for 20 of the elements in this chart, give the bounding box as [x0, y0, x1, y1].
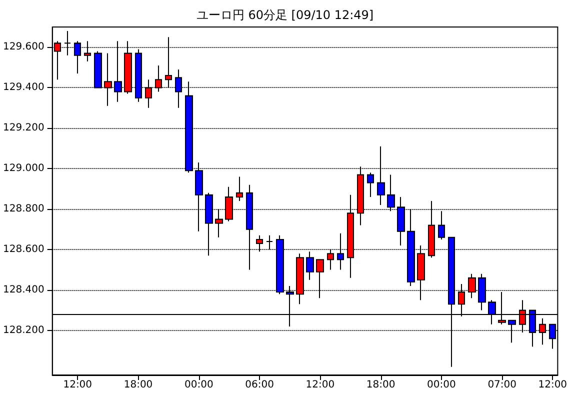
y-tick-label: 128.600	[2, 244, 44, 256]
y-tick-label: 128.400	[2, 284, 44, 296]
x-tick-label: 18:00	[124, 380, 153, 390]
y-tick-label: 128.200	[2, 324, 44, 336]
x-tick-label: 00:00	[427, 380, 456, 390]
x-tick-label: 12:00	[538, 380, 568, 390]
x-tick-label: 07:00	[488, 380, 517, 390]
candlestick	[367, 172, 374, 198]
y-tick-label: 128.800	[2, 204, 44, 215]
x-tick-label: 18:00	[366, 380, 396, 390]
y-tick-label: 129.200	[2, 122, 44, 134]
x-tick-label: 12:00	[306, 380, 335, 390]
x-tick-label: 12:00	[63, 380, 92, 390]
chart-title: ユーロ円 60分足 [09/10 12:49]	[196, 8, 374, 22]
y-tick-label: 129.400	[2, 82, 44, 94]
x-tick-label: 06:00	[245, 380, 274, 390]
y-tick-label: 129.600	[2, 42, 44, 53]
x-tick-label: 00:00	[184, 380, 214, 390]
y-tick-label: 129.000	[2, 163, 44, 174]
candlestick	[236, 176, 243, 202]
